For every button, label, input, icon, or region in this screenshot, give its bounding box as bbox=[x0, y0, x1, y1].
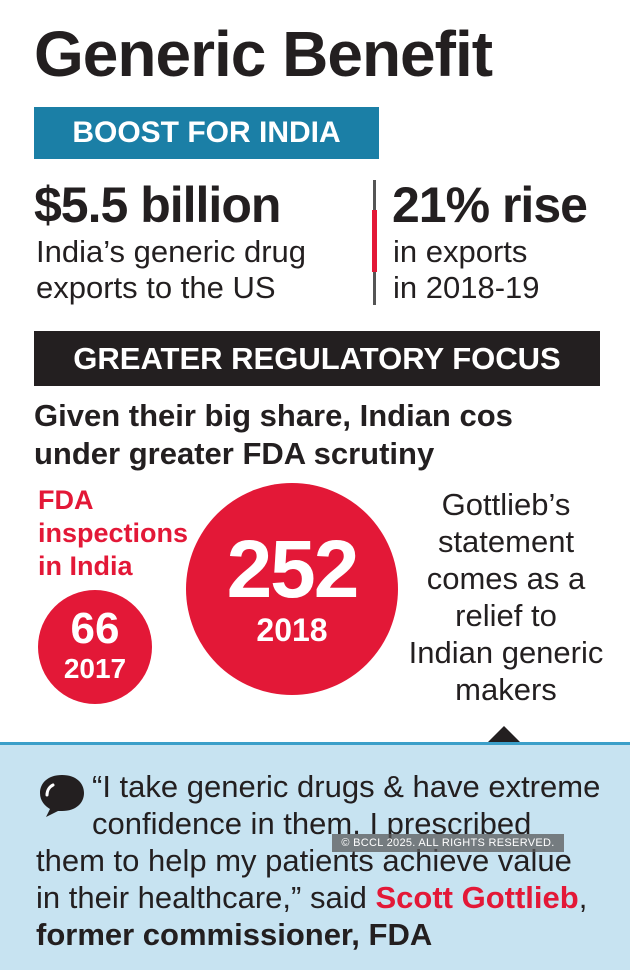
stat-value-exports: $5.5 billion bbox=[34, 177, 281, 233]
inspections-label-line: in India bbox=[38, 551, 133, 581]
note-line: makers bbox=[455, 672, 557, 707]
inspections-2017-circle: 66 2017 bbox=[38, 590, 152, 704]
stat-desc-line: exports to the US bbox=[36, 270, 276, 305]
stat-value-rise: 21% rise bbox=[392, 177, 588, 233]
focus-subtitle-line: Given their big share, Indian cos bbox=[34, 398, 513, 433]
note-line: Indian generic bbox=[408, 635, 604, 670]
quote-punct: , bbox=[578, 880, 588, 915]
gottlieb-note: Gottlieb’s statement comes as a relief t… bbox=[398, 486, 614, 708]
stat-desc-line: in exports bbox=[393, 234, 528, 269]
inspections-label: FDA inspections in India bbox=[38, 484, 198, 583]
inspections-label-line: inspections bbox=[38, 518, 189, 548]
quote-line: “I take generic drugs & have extreme bbox=[92, 769, 601, 804]
inspections-year: 2018 bbox=[256, 612, 328, 648]
quote-line: in their healthcare,” said bbox=[36, 880, 376, 915]
boost-banner: BOOST FOR INDIA bbox=[34, 107, 379, 159]
quote-speaker-title: former commissioner, FDA bbox=[36, 917, 433, 952]
inspections-count: 252 bbox=[226, 524, 360, 615]
quote-panel bbox=[0, 742, 630, 970]
stat-divider-accent bbox=[372, 210, 377, 272]
inspections-count: 66 bbox=[70, 604, 120, 653]
inspections-2018-circle: 252 2018 bbox=[186, 483, 398, 695]
note-line: relief to bbox=[455, 598, 557, 633]
stat-desc-line: India’s generic drug bbox=[36, 234, 306, 269]
page-title: Generic Benefit bbox=[34, 18, 493, 90]
note-line: statement bbox=[437, 524, 575, 559]
focus-subtitle-line: under greater FDA scrutiny bbox=[34, 436, 435, 471]
quote-speaker-name: Scott Gottlieb bbox=[375, 880, 579, 915]
note-line: comes as a bbox=[426, 561, 586, 596]
inspections-year: 2017 bbox=[63, 653, 127, 684]
note-pointer bbox=[488, 726, 520, 742]
speech-bubble-icon bbox=[40, 775, 84, 817]
focus-subtitle: Given their big share, Indian cos under … bbox=[34, 397, 594, 473]
inspections-label-line: FDA bbox=[38, 485, 94, 515]
quote-text: “I take generic drugs & have extreme con… bbox=[36, 768, 626, 953]
stat-desc-exports: India’s generic drug exports to the US bbox=[36, 234, 306, 306]
focus-banner: GREATER REGULATORY FOCUS bbox=[34, 331, 600, 386]
copyright-watermark: © BCCL 2025. ALL RIGHTS RESERVED. bbox=[332, 834, 564, 852]
stat-desc-line: in 2018-19 bbox=[393, 270, 540, 305]
note-line: Gottlieb’s bbox=[441, 487, 571, 522]
stat-desc-rise: in exports in 2018-19 bbox=[393, 234, 540, 306]
